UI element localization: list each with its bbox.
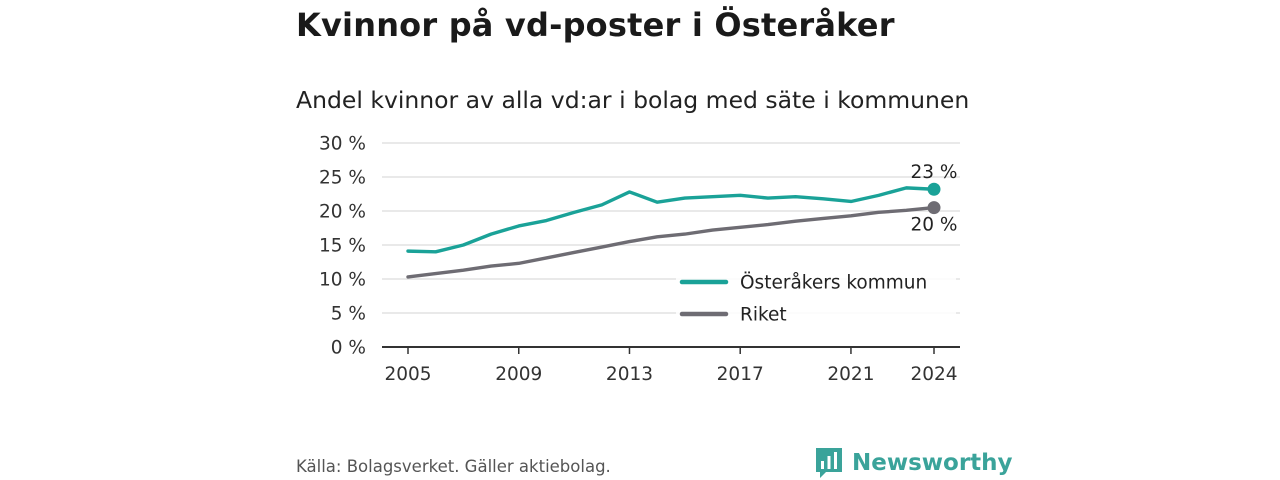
series-lines: 20 % 23 %	[406, 162, 958, 279]
newsworthy-logo-icon	[816, 448, 842, 478]
source-note: Källa: Bolagsverket. Gäller aktiebolag.	[296, 457, 611, 476]
legend-label: Österåkers kommun	[740, 272, 927, 294]
y-tick-label: 15 %	[319, 236, 366, 257]
y-tick-label: 5 %	[331, 304, 366, 325]
legend-label: Riket	[740, 305, 787, 326]
x-axis-ticks: 2005 2009 2013 2017 2021 2024	[384, 347, 958, 385]
y-tick-label: 20 %	[319, 202, 366, 223]
legend: Österåkers kommun Riket	[676, 264, 956, 326]
brand-logo[interactable]: Newsworthy	[814, 446, 1013, 480]
series-end-label: 23 %	[911, 162, 958, 183]
x-tick-label: 2017	[717, 364, 764, 385]
series-line	[406, 186, 936, 254]
series-end-point	[927, 201, 941, 215]
series-end-label: 20 %	[911, 215, 958, 236]
x-tick-label: 2024	[910, 364, 957, 385]
y-axis-ticks: 0 % 5 % 10 % 15 % 20 % 25 % 30 %	[319, 134, 366, 359]
line-chart: 0 %5 %10 %15 %20 %25 %30 % 2005 2009 2013 2…	[319, 134, 960, 385]
y-tick-label: 0 %	[331, 338, 366, 359]
y-tick-label: 10 %	[319, 270, 366, 291]
brand-name: Newsworthy	[852, 450, 1013, 476]
chart-subtitle: Andel kvinnor av alla vd:ar i bolag med …	[296, 86, 970, 114]
x-tick-label: 2013	[606, 364, 653, 385]
series-line	[406, 205, 936, 279]
x-tick-label: 2005	[384, 364, 431, 385]
legend-backdrop	[676, 264, 956, 292]
series-end-point	[927, 182, 941, 196]
legend-backdrop	[676, 296, 956, 324]
y-tick-label: 25 %	[319, 168, 366, 189]
x-tick-label: 2021	[827, 364, 874, 385]
y-tick-label: 30 %	[319, 134, 366, 155]
chart-title: Kvinnor på vd-poster i Österåker	[296, 6, 895, 44]
x-tick-label: 2009	[495, 364, 542, 385]
